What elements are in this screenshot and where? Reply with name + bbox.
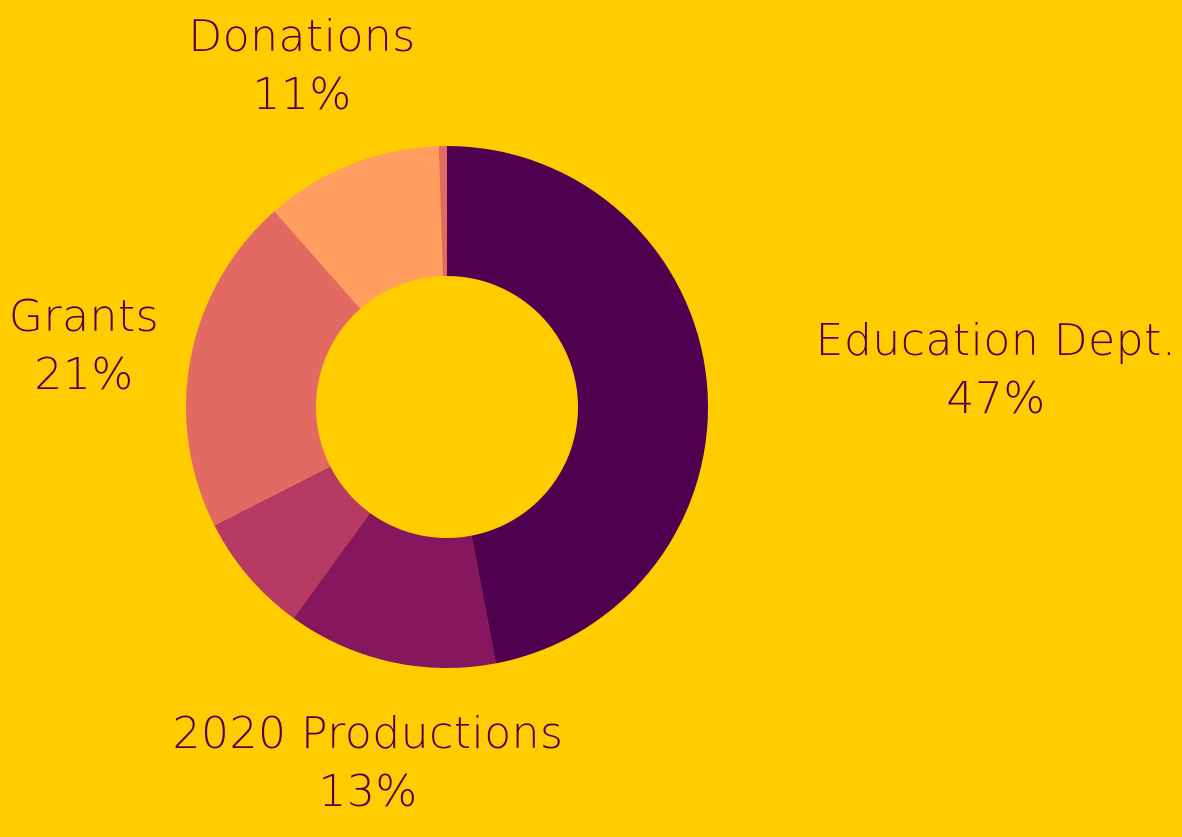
label-2020-productions: 2020 Productions 13% <box>140 705 596 821</box>
label-grants: Grants 21% <box>0 288 168 404</box>
label-donations: Donations 11% <box>160 8 444 124</box>
donut-hole <box>316 276 578 538</box>
label-donations-name: Donations <box>188 11 416 62</box>
label-education-dept: Education Dept. 47% <box>800 312 1182 428</box>
label-education-dept-name: Education Dept. <box>815 315 1177 366</box>
label-2020-productions-value: 13% <box>318 766 418 817</box>
slice-grants <box>186 211 447 526</box>
label-grants-value: 21% <box>34 349 134 400</box>
label-education-dept-value: 47% <box>946 373 1046 424</box>
label-2020-productions-name: 2020 Productions <box>172 708 564 759</box>
label-grants-name: Grants <box>8 291 160 342</box>
label-donations-value: 11% <box>252 69 352 120</box>
